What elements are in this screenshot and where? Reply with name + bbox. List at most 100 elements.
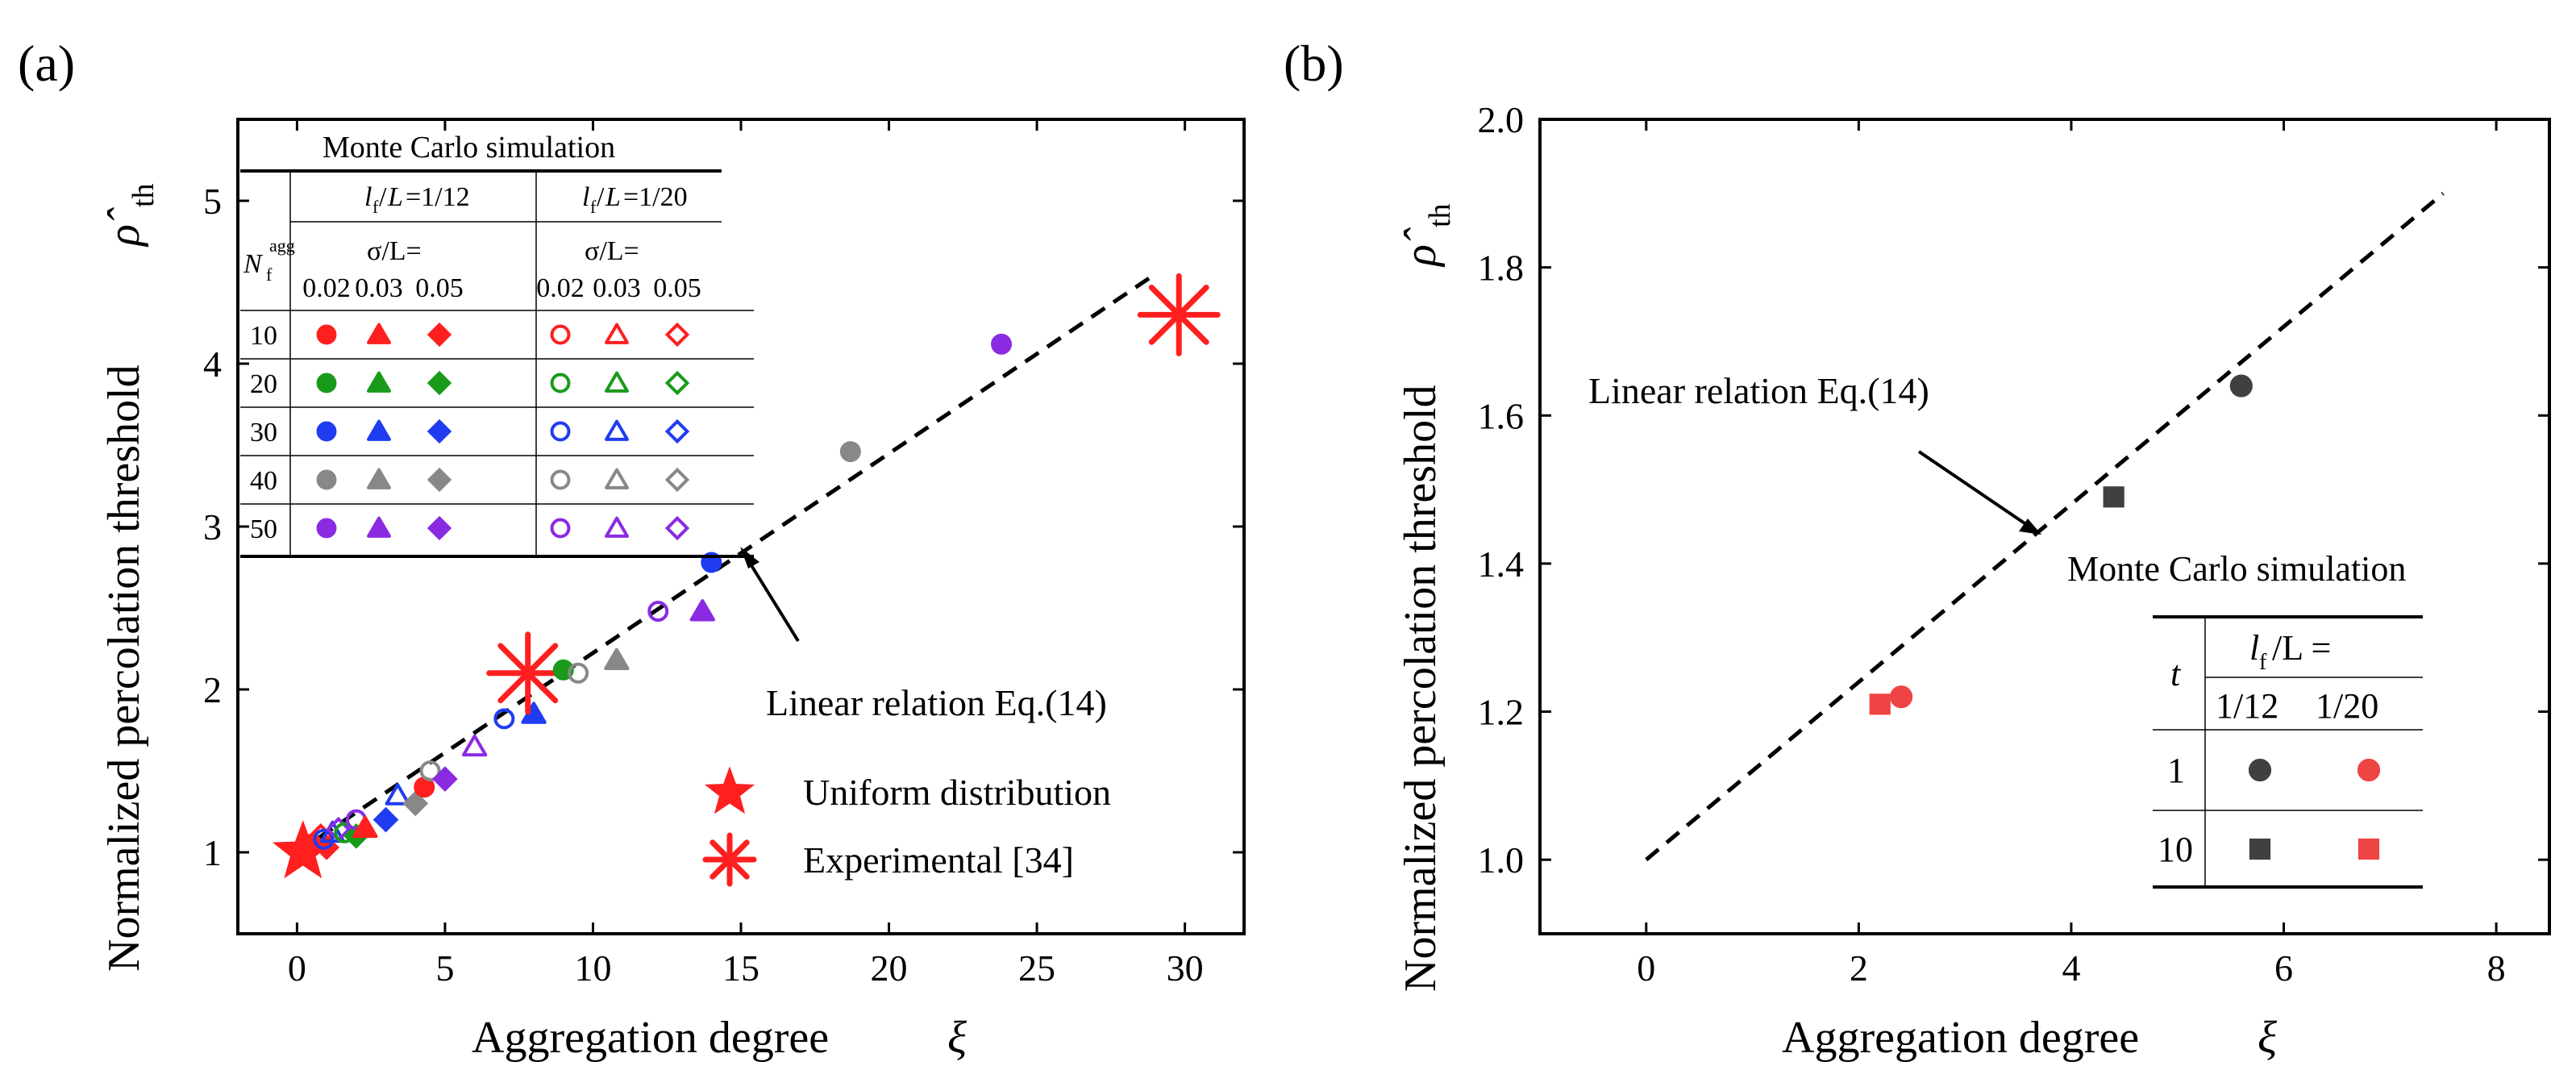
table-cell-marker — [427, 370, 452, 396]
table-cell-marker — [2357, 758, 2381, 782]
table-row-header: N agg f — [243, 235, 295, 285]
y-tick-label: 5 — [203, 181, 222, 222]
x-tick-label: 25 — [1018, 947, 1055, 989]
data-point — [385, 783, 410, 806]
panel-a-y-label-sub: th — [127, 183, 160, 207]
x-tick-label: 4 — [2062, 947, 2080, 989]
x-tick-label: 0 — [288, 947, 306, 989]
data-point — [313, 828, 335, 850]
table-sigma-value: 0.03 — [593, 273, 641, 303]
panel-b-annotation: Linear relation Eq.(14) — [1588, 370, 2041, 535]
data-point — [432, 766, 458, 792]
panel-a-table-title: Monte Carlo simulation — [323, 131, 615, 164]
table-cell-marker — [316, 324, 337, 345]
table-cell-marker — [605, 419, 629, 441]
data-point — [2103, 486, 2124, 508]
table-cell-marker — [664, 515, 690, 541]
table-cell-marker — [664, 322, 690, 348]
panel-a-x-label-text: Aggregation degree — [472, 1013, 829, 1063]
panel-b-fit-line — [1645, 191, 2445, 862]
legend-asterisk-marker — [702, 832, 757, 887]
panel-a-label: (a) — [18, 35, 75, 92]
data-point — [1889, 685, 1913, 709]
legend-star-marker — [704, 766, 755, 814]
panel-b-x-label-symbol: ξ — [2258, 1013, 2277, 1063]
legend-label-uniform: Uniform distribution — [803, 772, 1111, 813]
data-point — [647, 601, 669, 623]
panel-a-y-label-symbol: ρ̂ — [99, 207, 149, 248]
y-tick-label: 1.2 — [1478, 692, 1525, 733]
data-point — [352, 815, 378, 839]
panel-b-y-label-text: Normalized percolation threshold — [1396, 385, 1446, 992]
data-point — [991, 333, 1013, 355]
svg-text:l: l — [582, 182, 589, 212]
table-cell-marker — [367, 419, 391, 441]
table-col-1-12: 1/12 — [2216, 686, 2278, 726]
table-cell-marker — [316, 373, 337, 394]
panel-b-x-label-text: Aggregation degree — [1782, 1013, 2139, 1063]
annotation-arrowhead — [2019, 518, 2041, 535]
panel-a-y-label: Normalized percolation threshold ρ̂ th — [99, 183, 160, 972]
y-tick-label: 2 — [203, 669, 222, 710]
legend-asterisk — [702, 832, 757, 887]
table-col-header: l f /L = — [2249, 628, 2331, 675]
table-cell-marker — [367, 323, 391, 344]
table-cell-marker — [550, 518, 571, 539]
table-cell-marker — [2248, 758, 2272, 782]
table-sigma-value: 0.05 — [415, 273, 464, 303]
panel-b: (b) 0 2 4 6 8 1.0 1.2 1.4 1.6 1.8 2.0 Aggregation… — [1284, 35, 2551, 1063]
panel-b-points — [1869, 374, 2253, 715]
table-cell-marker — [605, 468, 629, 489]
annotation-arrowhead — [740, 547, 759, 568]
y-tick-label: 1.0 — [1478, 839, 1525, 881]
panel-a-x-axis: 0 5 10 15 20 25 30 — [288, 119, 1204, 989]
panel-a-table: Monte Carlo simulation l f / L =1/12 l f… — [240, 131, 754, 558]
panel-b-y-label-sub: th — [1423, 203, 1457, 227]
y-tick-label: 1 — [203, 832, 222, 873]
table-cell-marker — [367, 468, 391, 489]
table-row-label: 10 — [250, 321, 277, 351]
y-tick-label: 2.0 — [1478, 99, 1525, 140]
panel-b-x-label: Aggregation degree ξ — [1782, 1013, 2277, 1063]
y-tick-label: 1.8 — [1478, 248, 1525, 289]
panel-b-label: (b) — [1284, 35, 1344, 92]
x-tick-label: 0 — [1637, 947, 1655, 989]
x-tick-label: 20 — [871, 947, 908, 989]
data-point — [319, 820, 346, 843]
data-point — [839, 441, 861, 463]
x-tick-label: 10 — [574, 947, 611, 989]
table-cell-marker — [427, 515, 452, 541]
panel-a-annotation-text: Linear relation Eq.(14) — [766, 682, 1107, 723]
data-point — [372, 806, 399, 833]
data-point — [402, 790, 429, 817]
table-cell-marker — [605, 371, 629, 393]
svg-text:/: / — [379, 182, 387, 212]
x-tick-label: 5 — [435, 947, 454, 989]
x-tick-label: 8 — [2487, 947, 2506, 989]
table-cell-marker — [2358, 838, 2380, 860]
panel-a-points — [272, 273, 1221, 879]
panel-b-x-axis: 0 2 4 6 8 — [1637, 119, 2506, 989]
table-cell-marker — [550, 324, 571, 345]
table-cell-marker — [427, 418, 452, 444]
table-cell-marker — [316, 469, 337, 490]
table-cell-marker — [664, 370, 690, 396]
legend-label-experimental: Experimental [34] — [803, 839, 1074, 881]
table-sigma-values: 0.02 0.03 0.05 0.02 0.03 0.05 — [302, 273, 701, 303]
svg-text:/: / — [597, 182, 605, 212]
table-sigma-value: 0.03 — [355, 273, 403, 303]
table-sigma-label: σ/L= — [367, 236, 422, 266]
data-point — [689, 599, 715, 622]
table-cell-marker — [2249, 838, 2271, 860]
legend-item-uniform: Uniform distribution — [704, 766, 1111, 814]
table-row-label: 20 — [250, 369, 277, 399]
x-tick-label: 15 — [722, 947, 759, 989]
y-tick-label: 1.6 — [1478, 395, 1525, 436]
annotation-arrow — [1917, 450, 2033, 530]
table-cell-marker — [316, 421, 337, 442]
panel-b-table: Monte Carlo simulation t l f /L = 1/12 1… — [2067, 549, 2423, 889]
data-point — [493, 708, 515, 730]
table-cells — [2248, 758, 2381, 860]
data-point — [568, 662, 589, 684]
